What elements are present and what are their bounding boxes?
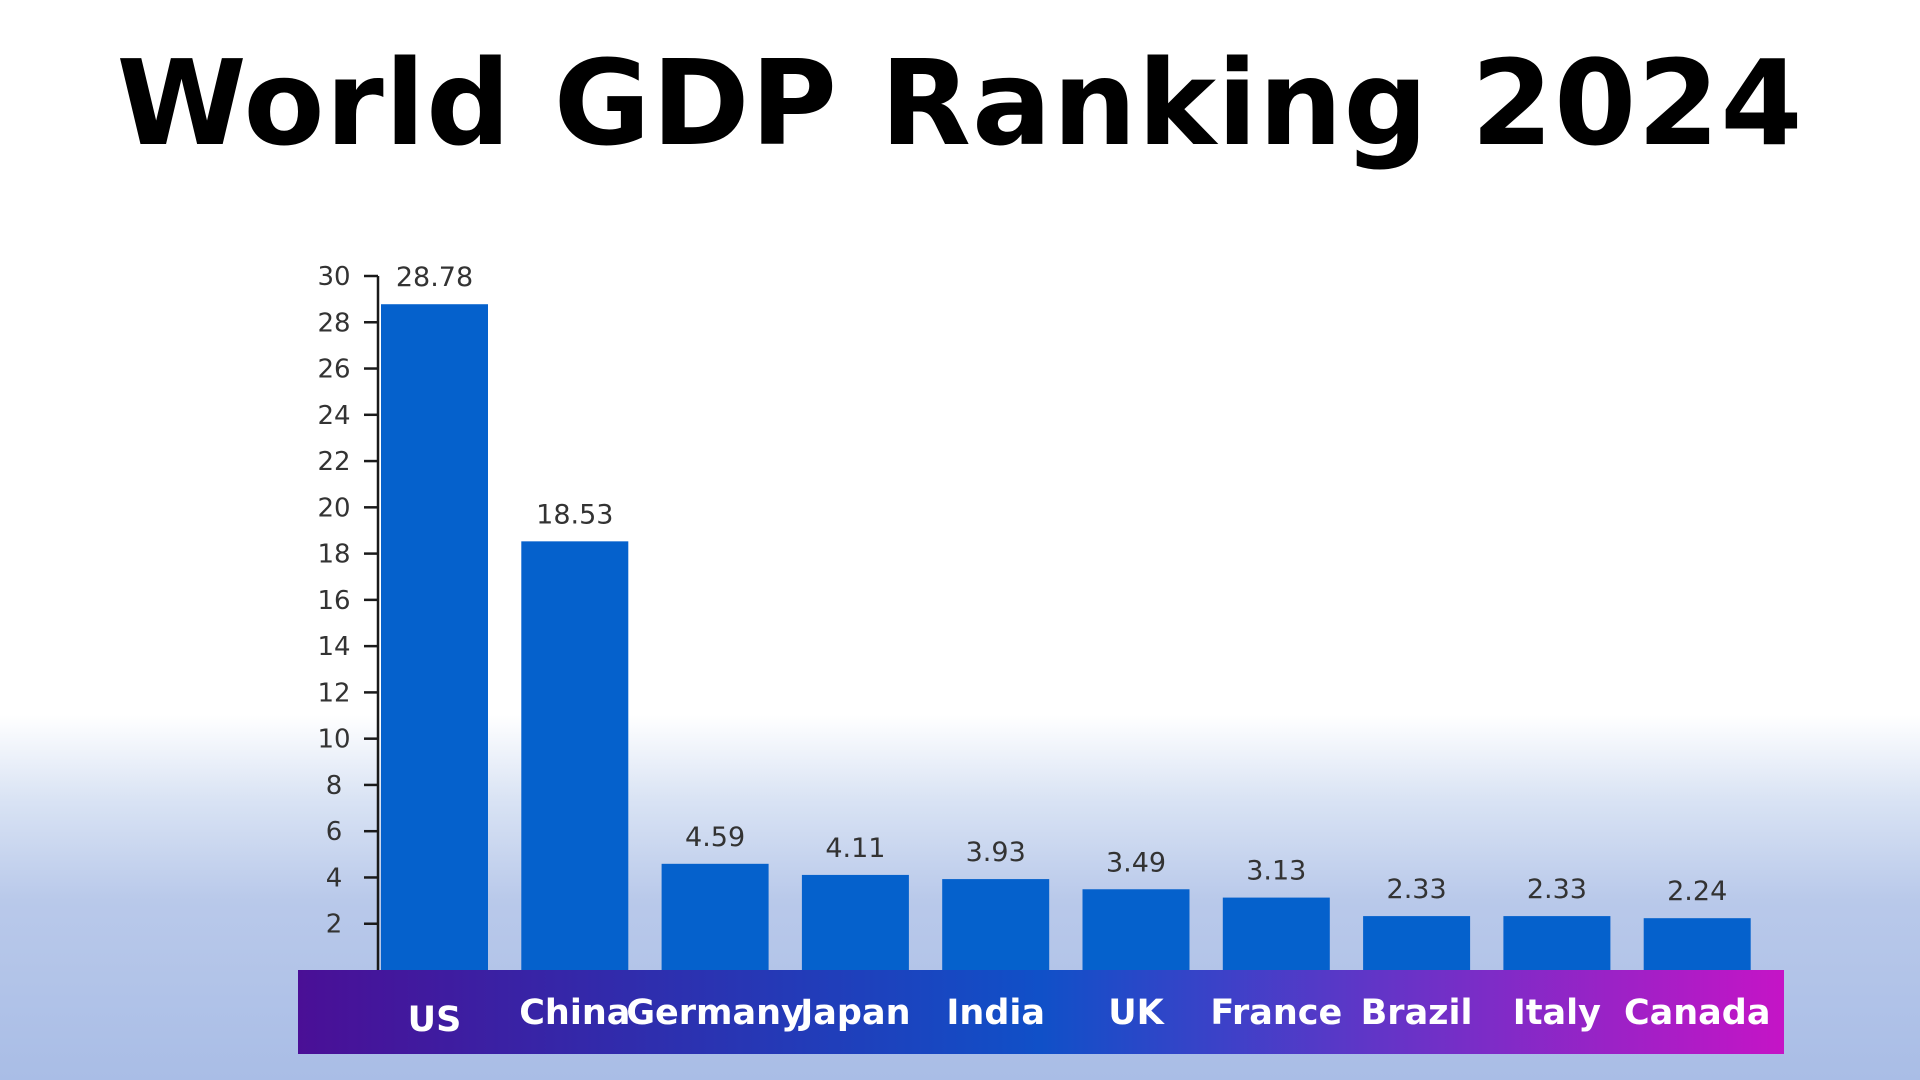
category-label-uk: UK bbox=[1108, 993, 1165, 1033]
value-label-china: 18.53 bbox=[536, 499, 613, 530]
bar-canada bbox=[1643, 918, 1751, 970]
y-tick-label: 12 bbox=[317, 678, 350, 708]
y-tick-label: 28 bbox=[317, 308, 350, 338]
category-label-france: France bbox=[1210, 993, 1342, 1033]
value-label-italy: 2.33 bbox=[1527, 874, 1587, 905]
bar-china bbox=[521, 541, 629, 970]
category-label-brazil: Brazil bbox=[1361, 993, 1473, 1033]
value-label-brazil: 2.33 bbox=[1387, 874, 1447, 905]
bar-india bbox=[942, 879, 1050, 970]
bar-uk bbox=[1082, 889, 1190, 970]
bar-brazil bbox=[1363, 916, 1471, 970]
bar-germany bbox=[661, 863, 769, 970]
category-label-india: India bbox=[946, 993, 1045, 1033]
value-label-us: 28.78 bbox=[396, 262, 473, 293]
y-tick-label: 18 bbox=[317, 540, 350, 570]
category-label-germany: Germany bbox=[626, 993, 804, 1033]
category-label-us: US bbox=[408, 1000, 462, 1040]
y-tick-label: 4 bbox=[326, 863, 343, 893]
y-tick-label: 22 bbox=[317, 447, 350, 477]
value-label-france: 3.13 bbox=[1246, 856, 1306, 887]
data-labels: 28.78 18.53 4.59 4.11 3.93 3.49 3.13 2.33 2.33 2.… bbox=[396, 262, 1727, 907]
y-tick-label: 8 bbox=[326, 771, 343, 801]
y-tick-label: 2 bbox=[326, 910, 343, 940]
category-label-china: China bbox=[519, 993, 630, 1033]
value-label-germany: 4.59 bbox=[685, 822, 745, 853]
category-label-japan: Japan bbox=[798, 993, 910, 1033]
page-title: World GDP Ranking 2024 bbox=[116, 34, 1804, 172]
category-band bbox=[298, 970, 1784, 1054]
y-tick-label: 30 bbox=[317, 262, 350, 292]
y-tick-label: 26 bbox=[317, 355, 350, 385]
y-tick-label: 10 bbox=[317, 725, 350, 755]
y-tick-label: 16 bbox=[317, 586, 350, 616]
bar-france bbox=[1222, 897, 1330, 970]
bars bbox=[381, 304, 1751, 970]
category-label-canada: Canada bbox=[1624, 993, 1771, 1033]
bar-japan bbox=[801, 874, 909, 970]
value-label-canada: 2.24 bbox=[1667, 876, 1727, 907]
value-label-india: 3.93 bbox=[966, 837, 1026, 868]
bar-us bbox=[381, 304, 488, 970]
y-tick-label: 6 bbox=[326, 817, 343, 847]
value-label-japan: 4.11 bbox=[825, 833, 885, 864]
y-tick-label: 20 bbox=[317, 493, 350, 523]
y-tick-label: 24 bbox=[317, 401, 350, 431]
y-tick-label: 14 bbox=[317, 632, 350, 662]
value-label-uk: 3.49 bbox=[1106, 847, 1166, 878]
bar-italy bbox=[1503, 916, 1611, 970]
category-label-italy: Italy bbox=[1513, 993, 1601, 1033]
